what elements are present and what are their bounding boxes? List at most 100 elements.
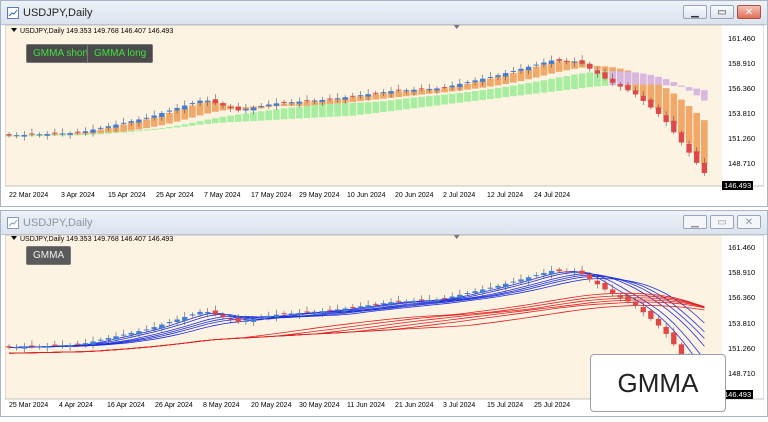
date-label: 21 Jun 2024 — [395, 402, 434, 409]
price-label: 153.810 — [728, 109, 756, 118]
date-label: 15 Apr 2024 — [108, 192, 146, 199]
bear-candle — [29, 345, 35, 347]
bull-candle — [197, 311, 203, 315]
bull-candle — [266, 104, 272, 106]
bear-candle — [556, 59, 562, 61]
bear-candle — [75, 131, 81, 133]
bear-candle — [441, 87, 448, 89]
bull-candle — [503, 283, 509, 288]
bear-candle — [564, 271, 570, 273]
bull-candle — [273, 314, 280, 318]
bull-candle — [388, 302, 394, 305]
bear-candle — [655, 318, 662, 326]
price-chart[interactable]: USDJPY,Daily 149.353 149.768 146.407 146… — [4, 24, 765, 204]
bear-candle — [602, 72, 608, 79]
bull-candle — [426, 299, 432, 301]
bull-candle — [495, 75, 501, 77]
bull-candle — [434, 88, 440, 91]
close-button[interactable]: ✕ — [737, 215, 761, 229]
date-label: 25 Jul 2024 — [534, 402, 571, 409]
bear-candle — [396, 89, 402, 91]
bear-candle — [52, 132, 58, 134]
bull-candle — [243, 320, 249, 322]
bull-candle — [548, 270, 555, 275]
window-title: USDJPY,Daily — [23, 7, 93, 19]
bear-candle — [418, 299, 425, 301]
bear-candle — [227, 106, 234, 108]
bull-candle — [204, 311, 211, 314]
bull-candle — [174, 108, 180, 111]
bull-candle — [21, 134, 27, 137]
bull-candle — [44, 345, 50, 348]
bull-candle — [457, 83, 463, 87]
bear-candle — [564, 60, 570, 62]
restore-button[interactable]: ▭ — [710, 215, 734, 229]
price-label: 158.910 — [728, 268, 756, 277]
bear-candle — [671, 120, 677, 133]
window-titlebar[interactable]: USDJPY,Daily ▁ ▭ ✕ — [1, 211, 767, 235]
chart-window-gmma-bands: USDJPY,Daily ▁ ▭ ✕ USDJPY,Daily 149.353 … — [0, 0, 768, 207]
bull-candle — [174, 319, 180, 322]
dropdown-triangle-icon — [11, 236, 17, 240]
date-label: 15 Jul 2024 — [487, 402, 524, 409]
price-label: 161.460 — [728, 34, 756, 43]
bull-candle — [90, 129, 96, 133]
bear-candle — [663, 115, 669, 123]
bull-candle — [426, 88, 432, 90]
bull-candle — [464, 82, 471, 84]
bull-candle — [44, 133, 50, 136]
bull-candle — [36, 134, 43, 136]
bull-candle — [204, 100, 211, 102]
bear-candle — [663, 326, 669, 334]
bull-candle — [105, 126, 112, 128]
minimize-button[interactable]: ▁ — [683, 5, 707, 19]
gmma-long-button[interactable]: GMMA long — [87, 44, 154, 63]
bull-candle — [449, 296, 455, 299]
bear-candle — [235, 318, 241, 322]
bear-candle — [579, 60, 585, 64]
date-label: 30 May 2024 — [299, 402, 340, 409]
bull-candle — [128, 121, 134, 123]
gmma-short-button[interactable]: GMMA short — [26, 44, 96, 63]
price-axis: 161.460 158.910 156.360 153.810 151.260 … — [722, 25, 764, 190]
current-price-label: 146.493 — [722, 390, 754, 399]
bear-candle — [350, 306, 356, 308]
bull-candle — [357, 306, 364, 308]
close-button[interactable]: ✕ — [737, 5, 761, 19]
bull-candle — [296, 312, 303, 315]
bull-candle — [495, 285, 501, 288]
date-label: 29 May 2024 — [299, 192, 340, 199]
restore-button[interactable]: ▭ — [710, 5, 734, 19]
shift-marker — [453, 235, 460, 239]
window-titlebar[interactable]: USDJPY,Daily ▁ ▭ ✕ — [1, 1, 767, 25]
price-label: 156.360 — [728, 293, 756, 302]
bull-candle — [510, 70, 517, 72]
short-ma-line — [8, 271, 705, 361]
price-label: 158.910 — [728, 59, 756, 68]
date-label: 3 Apr 2024 — [61, 192, 95, 199]
bull-candle — [98, 127, 104, 129]
date-label: 11 Jun 2024 — [347, 402, 386, 409]
bull-candle — [503, 73, 509, 77]
symbol-info: USDJPY,Daily 149.353 149.768 146.407 146… — [20, 28, 174, 35]
bull-candle — [480, 78, 486, 82]
bull-candle — [411, 89, 417, 92]
bull-candle — [250, 318, 257, 322]
bear-candle — [350, 95, 356, 97]
bull-candle — [243, 109, 249, 111]
bull-candle — [342, 308, 348, 311]
bull-candle — [365, 94, 371, 97]
dropdown-triangle-icon — [11, 28, 17, 32]
bear-candle — [304, 100, 310, 102]
bear-candle — [640, 307, 646, 313]
bear-candle — [227, 318, 234, 320]
gmma-button[interactable]: GMMA — [26, 246, 72, 265]
bull-candle — [334, 98, 341, 100]
minimize-button[interactable]: ▁ — [683, 215, 707, 229]
bull-candle — [166, 110, 173, 112]
bear-candle — [29, 133, 35, 135]
bear-candle — [678, 132, 685, 143]
window-title: USDJPY,Daily — [23, 217, 93, 229]
bull-candle — [380, 303, 387, 305]
bull-candle — [151, 327, 157, 330]
